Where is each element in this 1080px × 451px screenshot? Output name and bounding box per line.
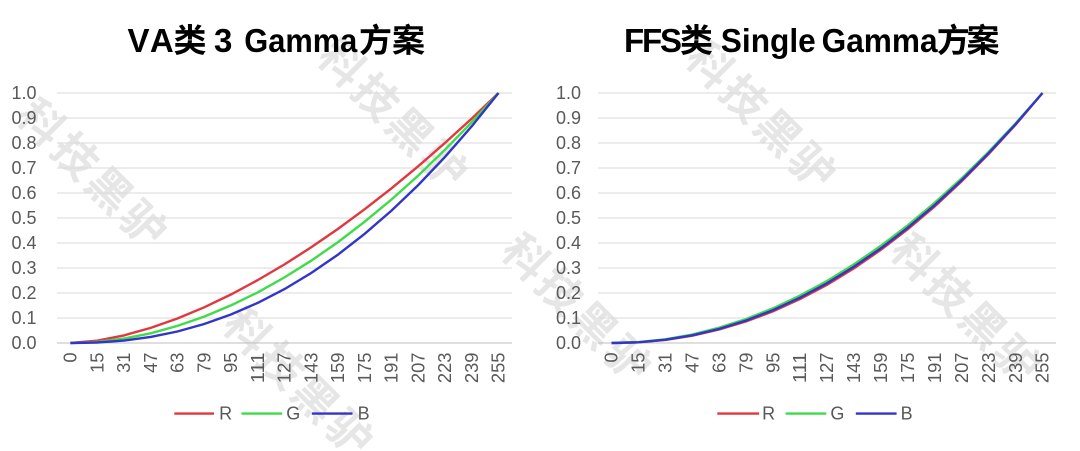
svg-text:15: 15 [87, 353, 107, 373]
svg-text:0.4: 0.4 [556, 233, 581, 253]
svg-text:0.3: 0.3 [556, 258, 581, 278]
svg-text:111: 111 [790, 353, 810, 384]
svg-text:191: 191 [382, 353, 402, 384]
svg-text:3: 3 [214, 22, 232, 59]
svg-text:47: 47 [683, 353, 703, 373]
svg-text:0.5: 0.5 [556, 208, 581, 228]
svg-text:223: 223 [979, 353, 999, 384]
svg-text:0.6: 0.6 [11, 183, 36, 203]
svg-text:79: 79 [194, 353, 214, 373]
svg-text:VA: VA [128, 22, 174, 59]
svg-text:0.5: 0.5 [11, 208, 36, 228]
svg-text:0.8: 0.8 [11, 133, 36, 153]
svg-text:1.0: 1.0 [556, 83, 581, 103]
svg-text:0.4: 0.4 [11, 233, 36, 253]
svg-text:223: 223 [435, 353, 455, 384]
svg-text:95: 95 [221, 353, 241, 373]
svg-text:255: 255 [489, 353, 509, 384]
svg-text:255: 255 [1033, 353, 1053, 384]
svg-text:0: 0 [61, 353, 81, 363]
svg-text:31: 31 [656, 353, 676, 373]
svg-text:0.3: 0.3 [11, 258, 36, 278]
svg-text:1.0: 1.0 [11, 83, 36, 103]
svg-text:0.7: 0.7 [11, 158, 36, 178]
svg-text:239: 239 [1006, 353, 1026, 384]
svg-text:175: 175 [898, 353, 918, 384]
svg-text:191: 191 [925, 353, 945, 384]
svg-text:B: B [358, 403, 370, 423]
svg-text:0.0: 0.0 [556, 333, 581, 353]
svg-text:207: 207 [952, 353, 972, 384]
svg-text:31: 31 [114, 353, 134, 373]
svg-text:B: B [901, 403, 913, 423]
svg-text:63: 63 [709, 353, 729, 373]
svg-text:143: 143 [301, 353, 321, 384]
svg-text:159: 159 [871, 353, 891, 384]
svg-text:127: 127 [817, 353, 837, 384]
svg-text:Single: Single [721, 22, 816, 59]
svg-text:Gamma: Gamma [244, 22, 358, 59]
svg-text:R: R [219, 403, 232, 423]
svg-text:111: 111 [248, 353, 268, 384]
svg-text:0: 0 [602, 353, 622, 363]
svg-text:175: 175 [355, 353, 375, 384]
svg-text:15: 15 [629, 353, 649, 373]
svg-text:95: 95 [763, 353, 783, 373]
svg-text:63: 63 [168, 353, 188, 373]
svg-text:207: 207 [409, 353, 429, 384]
svg-text:239: 239 [462, 353, 482, 384]
svg-text:143: 143 [844, 353, 864, 384]
svg-text:0.7: 0.7 [556, 158, 581, 178]
svg-text:0.1: 0.1 [11, 308, 36, 328]
svg-text:47: 47 [141, 353, 161, 373]
svg-text:0.1: 0.1 [556, 308, 581, 328]
svg-text:79: 79 [736, 353, 756, 373]
svg-text:159: 159 [328, 353, 348, 384]
svg-text:0.9: 0.9 [11, 108, 36, 128]
svg-text:G: G [830, 403, 844, 423]
svg-text:0.2: 0.2 [11, 283, 36, 303]
svg-text:R: R [762, 403, 775, 423]
svg-text:0.6: 0.6 [556, 183, 581, 203]
svg-text:0.8: 0.8 [556, 133, 581, 153]
svg-text:0.9: 0.9 [556, 108, 581, 128]
svg-text:0.2: 0.2 [556, 283, 581, 303]
svg-text:FFS: FFS [624, 22, 682, 59]
svg-text:0.0: 0.0 [11, 333, 36, 353]
svg-text:G: G [286, 403, 300, 423]
svg-text:127: 127 [275, 353, 295, 384]
svg-text:Gamma: Gamma [822, 22, 939, 59]
